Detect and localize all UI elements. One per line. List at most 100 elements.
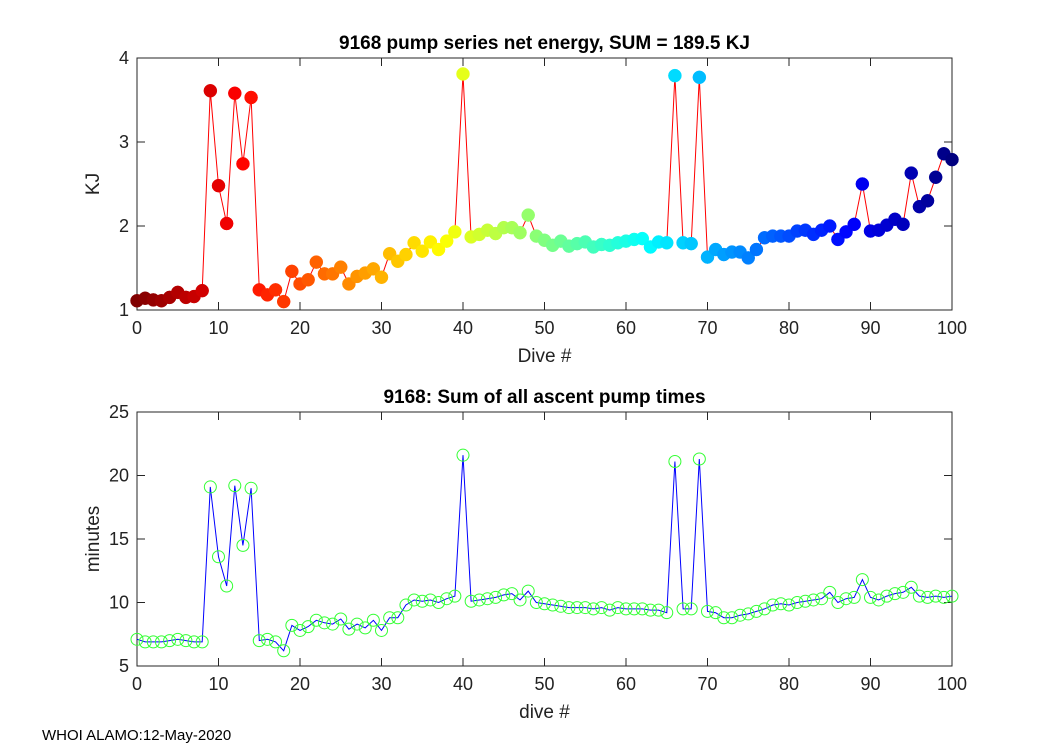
- data-point: [921, 590, 935, 604]
- x-tick-label: 20: [290, 674, 310, 694]
- data-point: [929, 589, 943, 603]
- x-tick-label: 30: [371, 318, 391, 338]
- data-point: [643, 603, 657, 617]
- data-point: [366, 262, 381, 276]
- data-point: [529, 596, 543, 609]
- data-point: [782, 598, 796, 612]
- data-point: [285, 618, 299, 632]
- data-point: [448, 225, 462, 239]
- data-point: [505, 587, 519, 601]
- data-point: [937, 590, 951, 604]
- data-point: [586, 602, 600, 616]
- x-tick-label: 80: [779, 318, 799, 338]
- x-tick-label: 50: [534, 318, 554, 338]
- data-point: [309, 613, 323, 627]
- data-point: [195, 283, 209, 298]
- data-point: [692, 70, 707, 85]
- data-point: [831, 596, 845, 609]
- data-point: [268, 283, 283, 297]
- data-point: [855, 573, 869, 587]
- data-point: [823, 219, 837, 233]
- data-point: [146, 635, 160, 649]
- data-point: [855, 177, 870, 191]
- data-point: [236, 538, 250, 552]
- data-point: [260, 632, 274, 646]
- data-point: [252, 634, 266, 648]
- data-point: [660, 236, 674, 250]
- data-point: [815, 592, 829, 606]
- data-point: [334, 260, 348, 274]
- data-point: [179, 634, 193, 648]
- data-point: [187, 635, 201, 649]
- x-tick-label: 10: [208, 318, 228, 338]
- data-point: [277, 644, 291, 658]
- data-point: [138, 635, 152, 649]
- x-tick-label: 100: [937, 318, 967, 338]
- data-point: [423, 593, 437, 607]
- data-point: [660, 606, 674, 620]
- data-point: [269, 635, 283, 649]
- data-point: [684, 602, 698, 616]
- data-point: [570, 601, 584, 615]
- data-point: [521, 208, 535, 222]
- x-tick-label: 80: [779, 674, 799, 694]
- data-point: [407, 593, 421, 607]
- x-tick-label: 40: [453, 674, 473, 694]
- x-tick-label: 10: [208, 674, 228, 694]
- data-point: [945, 589, 959, 603]
- data-point: [717, 611, 731, 625]
- x-tick-label: 90: [860, 318, 880, 338]
- data-point: [399, 247, 413, 262]
- data-point: [904, 580, 918, 594]
- data-point: [317, 616, 331, 630]
- data-point: [350, 617, 364, 631]
- data-point: [578, 601, 592, 615]
- x-tick-label: 70: [697, 318, 717, 338]
- data-point: [358, 621, 372, 635]
- data-point: [276, 294, 291, 309]
- data-point: [154, 635, 168, 649]
- data-point: [692, 452, 706, 466]
- data-point: [733, 608, 747, 622]
- data-point: [595, 601, 609, 615]
- data-point: [880, 589, 894, 603]
- data-point: [904, 166, 918, 180]
- data-point: [945, 152, 959, 167]
- data-point: [212, 550, 225, 564]
- data-point: [725, 611, 739, 625]
- data-point: [293, 623, 307, 637]
- data-point: [635, 231, 650, 246]
- data-point: [211, 178, 226, 193]
- data-point: [171, 632, 185, 646]
- data-point: [285, 264, 299, 279]
- x-axis-label: dive #: [519, 702, 570, 723]
- y-tick-label: 1: [119, 300, 129, 320]
- data-point: [872, 593, 886, 607]
- data-point: [480, 592, 494, 606]
- data-point: [676, 602, 690, 616]
- x-tick-label: 30: [371, 674, 391, 694]
- data-point: [489, 590, 503, 604]
- x-tick-label: 70: [697, 674, 717, 694]
- data-point: [374, 270, 389, 284]
- data-point: [758, 602, 772, 616]
- data-point: [219, 216, 234, 231]
- data-point: [839, 592, 853, 606]
- x-axis-label: Dive #: [518, 346, 572, 367]
- y-tick-label: 4: [119, 48, 129, 68]
- data-point: [790, 596, 804, 609]
- data-point: [456, 448, 470, 462]
- data-point: [823, 585, 837, 599]
- data-point: [301, 273, 315, 287]
- data-point: [864, 590, 877, 604]
- data-point: [472, 593, 486, 607]
- y-axis-label: minutes: [83, 506, 104, 573]
- chart-title: 9168: Sum of all ascent pump times: [383, 387, 705, 408]
- data-point: [431, 242, 446, 257]
- data-point: [220, 579, 234, 593]
- axes-box: [136, 57, 953, 311]
- footer-stamp: WHOI ALAMO:12-May-2020: [42, 727, 232, 744]
- data-point: [806, 593, 820, 607]
- data-point: [342, 622, 356, 636]
